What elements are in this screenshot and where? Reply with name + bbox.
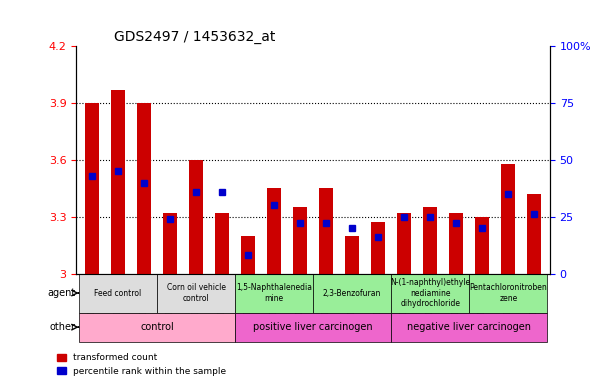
Text: positive liver carcinogen: positive liver carcinogen: [254, 322, 373, 332]
Legend: transformed count, percentile rank within the sample: transformed count, percentile rank withi…: [53, 350, 230, 379]
Bar: [423, 207, 437, 273]
Bar: [293, 207, 307, 273]
Text: other: other: [50, 322, 76, 332]
FancyBboxPatch shape: [469, 273, 547, 313]
Text: 2,3-Benzofuran: 2,3-Benzofuran: [323, 288, 381, 298]
Bar: [475, 217, 489, 273]
Bar: [267, 188, 281, 273]
Text: N-(1-naphthyl)ethyle
nediamine
dihydrochloride: N-(1-naphthyl)ethyle nediamine dihydroch…: [390, 278, 470, 308]
Text: negative liver carcinogen: negative liver carcinogen: [408, 322, 531, 332]
Bar: [501, 164, 516, 273]
Text: GDS2497 / 1453632_at: GDS2497 / 1453632_at: [114, 30, 276, 44]
Bar: [241, 236, 255, 273]
Bar: [85, 103, 99, 273]
Bar: [189, 160, 203, 273]
Bar: [345, 236, 359, 273]
FancyBboxPatch shape: [79, 313, 235, 342]
FancyBboxPatch shape: [313, 273, 391, 313]
FancyBboxPatch shape: [391, 273, 469, 313]
Bar: [137, 103, 151, 273]
Bar: [163, 213, 177, 273]
FancyBboxPatch shape: [157, 273, 235, 313]
Bar: [319, 188, 334, 273]
Bar: [215, 213, 229, 273]
Text: Corn oil vehicle
control: Corn oil vehicle control: [167, 283, 225, 303]
Bar: [449, 213, 463, 273]
Text: Pentachloronitroben
zene: Pentachloronitroben zene: [469, 283, 547, 303]
Text: control: control: [140, 322, 174, 332]
Text: 1,5-Naphthalenedia
mine: 1,5-Naphthalenedia mine: [236, 283, 312, 303]
Text: agent: agent: [48, 288, 76, 298]
FancyBboxPatch shape: [391, 313, 547, 342]
FancyBboxPatch shape: [235, 273, 313, 313]
FancyBboxPatch shape: [235, 313, 391, 342]
FancyBboxPatch shape: [79, 273, 157, 313]
Bar: [527, 194, 541, 273]
Bar: [397, 213, 411, 273]
Bar: [371, 222, 386, 273]
Bar: [111, 90, 125, 273]
Text: Feed control: Feed control: [94, 288, 142, 298]
